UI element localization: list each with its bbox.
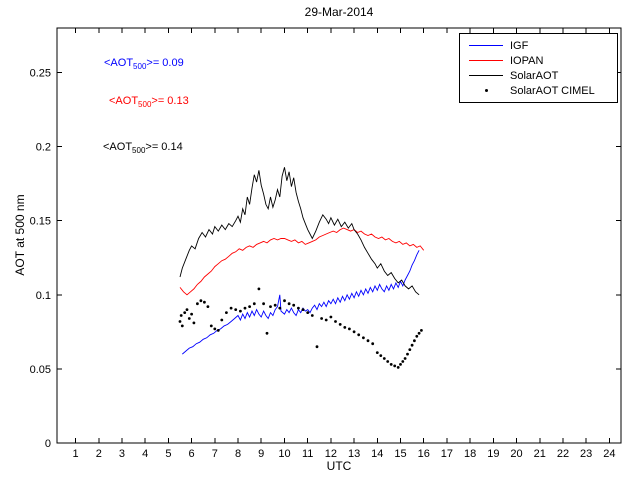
x-tick-label: 10 bbox=[278, 448, 290, 460]
x-tick-label: 1 bbox=[73, 448, 79, 460]
x-tick-label: 19 bbox=[487, 448, 499, 460]
x-tick-label: 15 bbox=[394, 448, 406, 460]
x-tick-label: 2 bbox=[96, 448, 102, 460]
series-igf bbox=[182, 250, 420, 355]
x-tick-label: 11 bbox=[302, 448, 313, 460]
annotation-suffix: >= 0.13 bbox=[151, 95, 189, 107]
x-tick-label: 24 bbox=[603, 448, 615, 460]
x-tick-label: 21 bbox=[534, 448, 546, 460]
x-tick-label: 5 bbox=[165, 448, 171, 460]
legend-item-solaraot: SolarAOT bbox=[460, 68, 617, 83]
legend-label: IGF bbox=[510, 39, 529, 52]
y-axis-label: AOT at 500 nm bbox=[13, 194, 27, 276]
mean-aot-annotation-solaraot: <AOT500>= 0.14 bbox=[103, 141, 183, 155]
legend-line-swatch bbox=[469, 53, 503, 68]
mean-aot-annotation-iopan: <AOT500>= 0.13 bbox=[109, 95, 189, 109]
legend-label: SolarAOT bbox=[510, 69, 559, 82]
x-ticks: 1 2 3 4 5 6 7 8 9 10 11 12 13 14 15 16 17 18 19 20 21 22 23 24 bbox=[73, 28, 616, 460]
x-tick-label: 7 bbox=[212, 448, 218, 460]
chart-title: 29-Mar-2014 bbox=[304, 5, 374, 19]
y-tick-label: 0.15 bbox=[30, 216, 51, 228]
x-tick-label: 23 bbox=[580, 448, 592, 460]
mean-aot-annotation-igf: <AOT500>= 0.09 bbox=[104, 57, 184, 71]
annotation-suffix: >= 0.09 bbox=[146, 57, 184, 69]
x-tick-label: 9 bbox=[258, 448, 264, 460]
x-tick-label: 8 bbox=[235, 448, 241, 460]
series-solaraot bbox=[179, 167, 420, 296]
annotation-sub: 500 bbox=[138, 100, 152, 110]
y-tick-label: 0.1 bbox=[36, 290, 51, 302]
x-tick-label: 20 bbox=[510, 448, 522, 460]
annotation-prefix: <AOT bbox=[104, 57, 134, 69]
y-tick-label: 0 bbox=[45, 438, 51, 450]
x-axis-label: UTC bbox=[326, 459, 352, 473]
annotation-sub: 500 bbox=[133, 62, 147, 72]
x-tick-label: 22 bbox=[557, 448, 569, 460]
x-tick-label: 6 bbox=[189, 448, 195, 460]
y-tick-label: 0.25 bbox=[30, 67, 51, 79]
x-tick-label: 13 bbox=[348, 448, 360, 460]
legend-line-swatch bbox=[469, 68, 503, 83]
axis-box bbox=[56, 27, 622, 444]
legend-line-swatch bbox=[469, 38, 503, 53]
y-tick-label: 0.2 bbox=[36, 142, 51, 154]
series-iopan bbox=[179, 227, 425, 296]
annotation-sub: 500 bbox=[132, 146, 146, 156]
y-ticks: 0 0.05 0.1 0.15 0.2 0.25 bbox=[30, 67, 621, 450]
x-tick-label: 17 bbox=[441, 448, 453, 460]
annotation-prefix: <AOT bbox=[109, 95, 139, 107]
legend: IGF IOPAN SolarAOT SolarAOT CIMEL bbox=[459, 33, 618, 103]
x-tick-label: 12 bbox=[325, 448, 337, 460]
legend-label: SolarAOT CIMEL bbox=[510, 84, 595, 97]
series-solaraot-cimel bbox=[178, 287, 423, 369]
legend-dot-swatch bbox=[469, 83, 503, 98]
annotation-prefix: <AOT bbox=[103, 141, 133, 153]
legend-item-iopan: IOPAN bbox=[460, 53, 617, 68]
x-tick-label: 4 bbox=[142, 448, 148, 460]
x-tick-label: 14 bbox=[371, 448, 383, 460]
x-tick-label: 3 bbox=[119, 448, 125, 460]
legend-item-igf: IGF bbox=[460, 38, 617, 53]
x-tick-label: 16 bbox=[418, 448, 430, 460]
legend-label: IOPAN bbox=[510, 54, 544, 67]
y-tick-label: 0.05 bbox=[30, 364, 51, 376]
legend-item-solaraot-cimel: SolarAOT CIMEL bbox=[460, 83, 617, 98]
annotation-suffix: >= 0.14 bbox=[145, 141, 183, 153]
x-tick-label: 18 bbox=[464, 448, 476, 460]
